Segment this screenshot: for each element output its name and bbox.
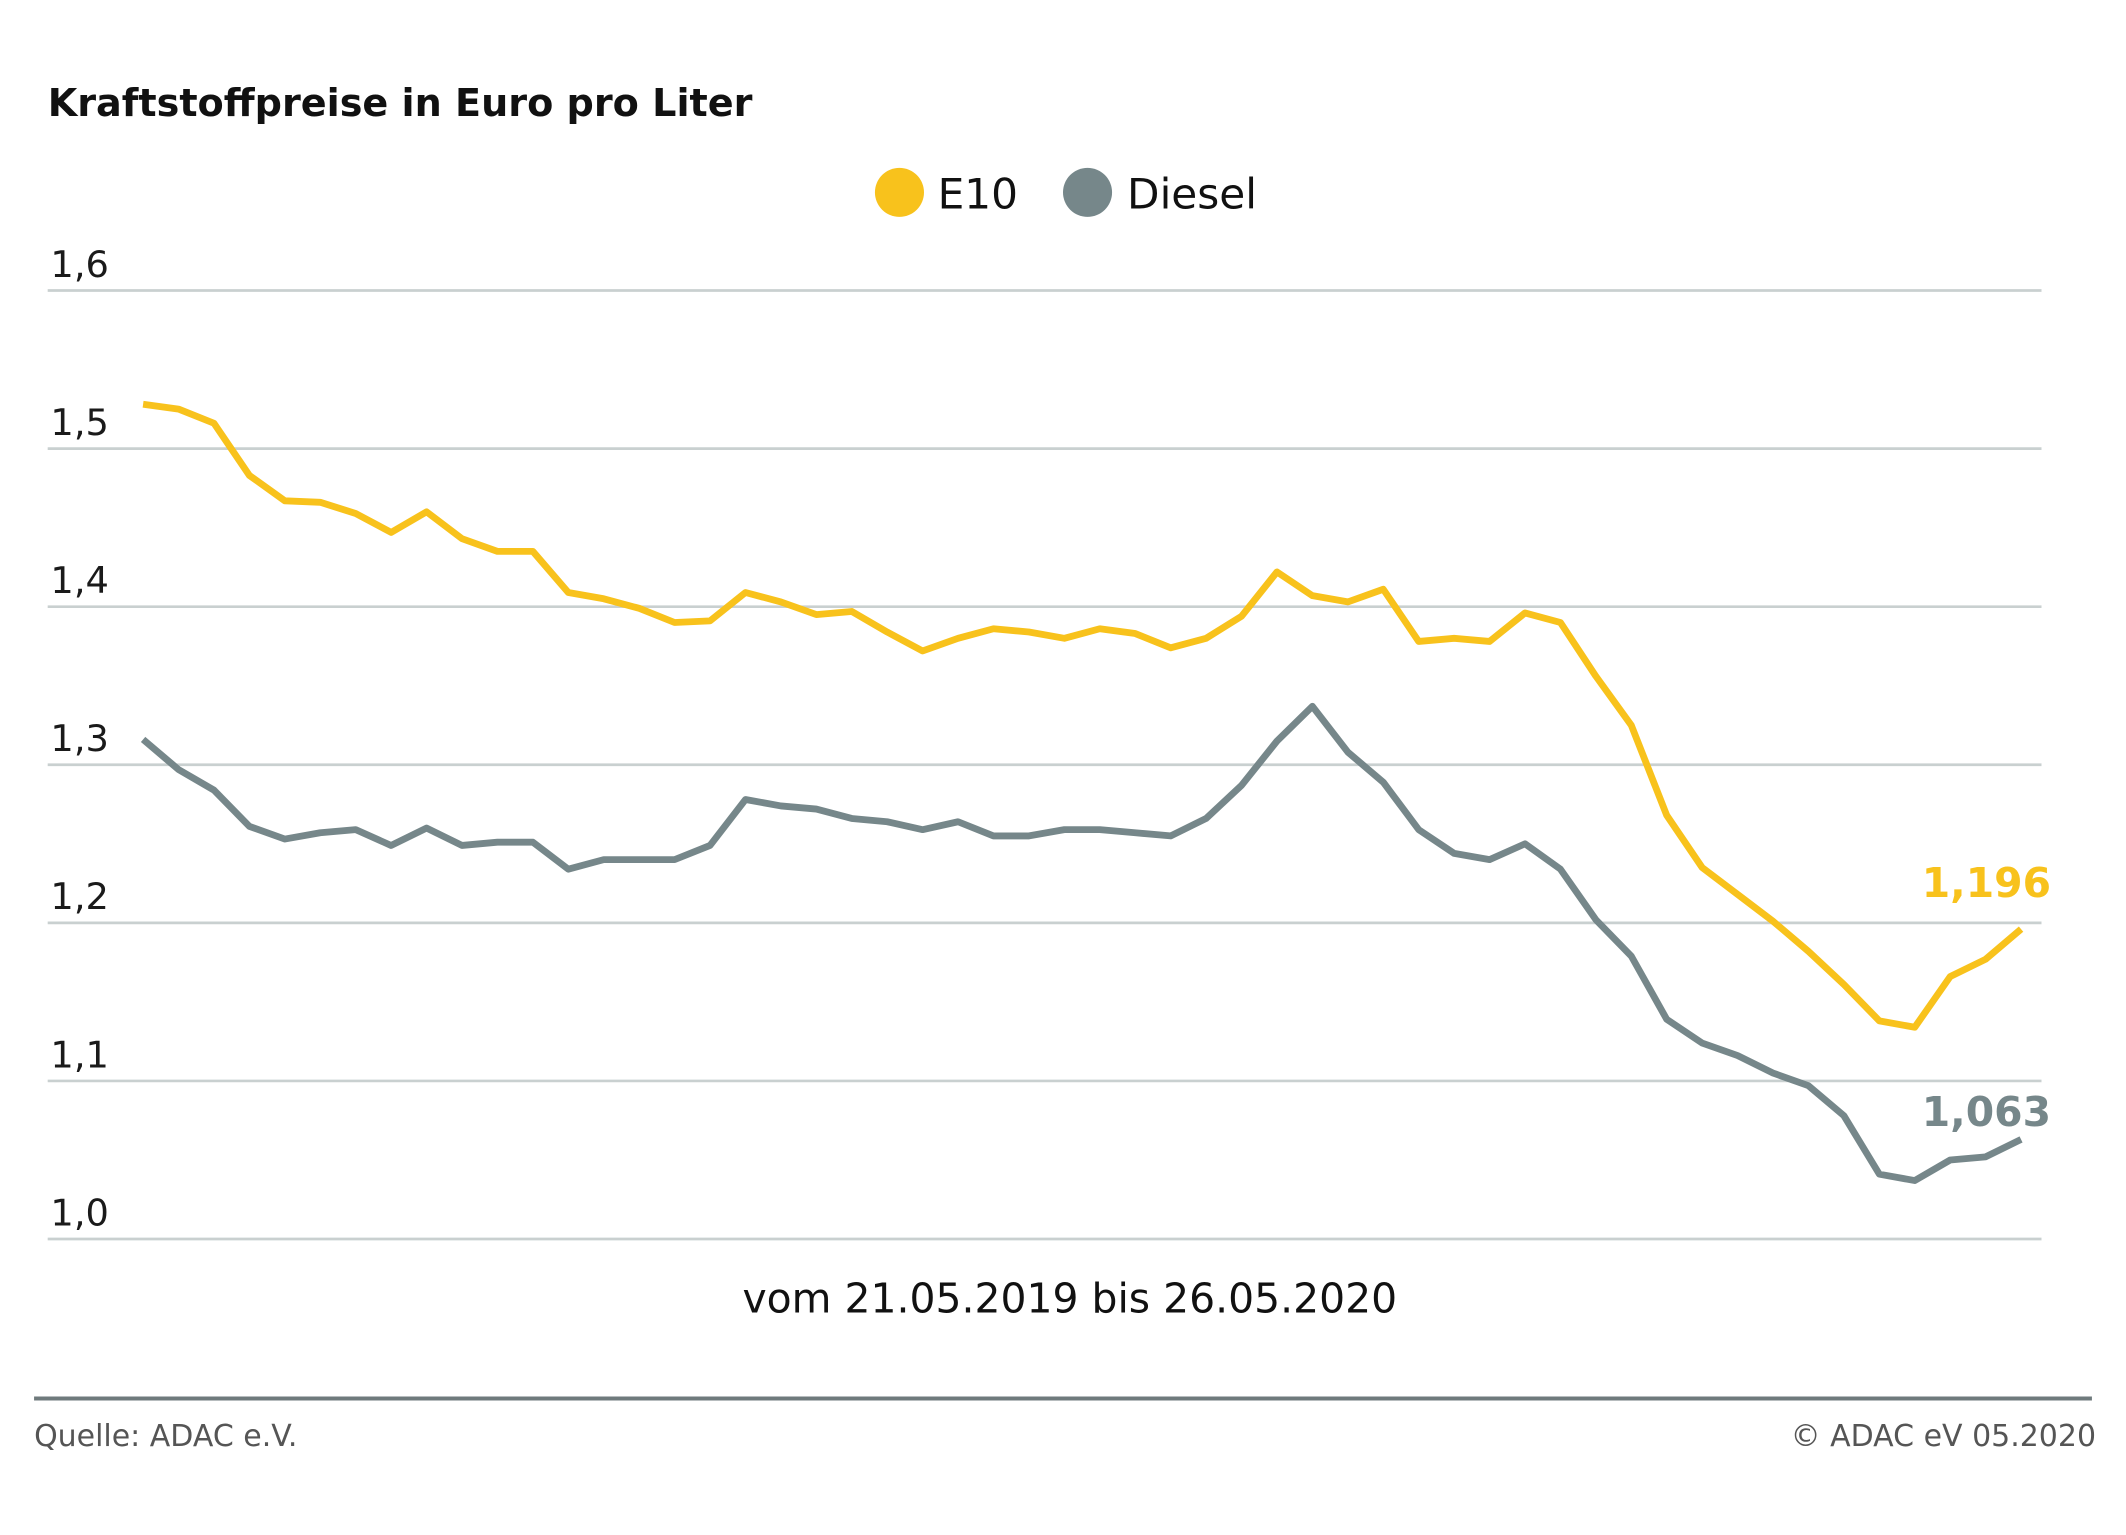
y-tick-label: 1,0 [50,1191,109,1234]
chart-title: Kraftstoffpreise in Euro pro Liter [48,81,753,125]
y-tick-label: 1,1 [50,1033,109,1076]
legend-label-e10: E10 [938,170,1018,219]
series-line-diesel [140,702,2023,1184]
y-tick-label: 1,5 [50,401,109,444]
y-tick-label: 1,3 [50,717,109,760]
legend: E10 Diesel [874,167,1257,219]
copyright-label: © ADAC eV 05.2020 [1791,1419,2096,1454]
source-label: Quelle: ADAC e.V. [34,1419,297,1454]
y-tick-label: 1,2 [50,875,109,918]
series-line-e10 [142,400,2024,1031]
legend-marker-e10 [874,167,924,217]
x-axis-label: vom 21.05.2019 bis 26.05.2020 [742,1275,1397,1323]
legend-label-diesel: Diesel [1127,170,1257,219]
end-label-diesel: 1,063 [1922,1088,2051,1136]
y-tick-label: 1,6 [50,243,109,286]
end-label-e10: 1,196 [1922,859,2051,907]
series-lines [140,400,2024,1184]
y-tick-label: 1,4 [50,559,109,602]
y-grid: 1,0 1,1 1,2 1,3 1,4 1,5 1,6 [47,243,2042,1241]
legend-marker-diesel [1063,167,1113,217]
